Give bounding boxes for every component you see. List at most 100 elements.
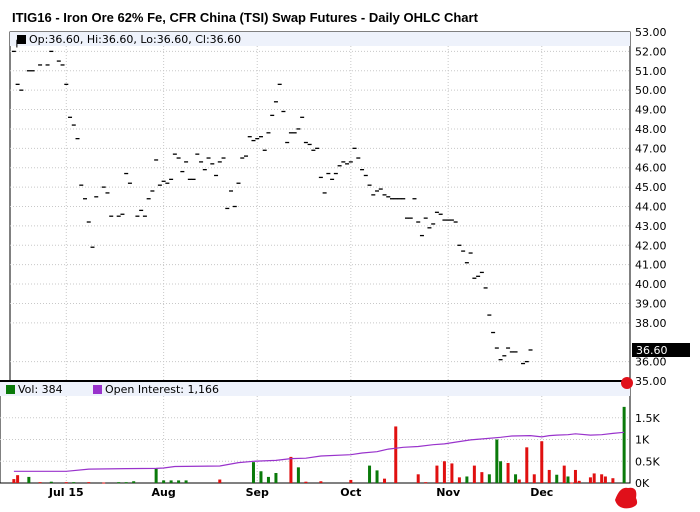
- volume-tick-label: 0K: [635, 477, 650, 490]
- volume-bar: [416, 474, 420, 483]
- volume-bar: [457, 477, 461, 483]
- volume-bar: [304, 481, 308, 483]
- volume-bar: [442, 461, 446, 483]
- volume-bar: [16, 475, 20, 483]
- ohlc-swatch: [17, 35, 26, 44]
- price-marks: [11, 39, 533, 365]
- volume-tick-label: 0.5K: [635, 455, 660, 468]
- price-tick-label: 40.00: [635, 278, 667, 291]
- volume-bar: [480, 472, 484, 483]
- price-tick-label: 52.00: [635, 45, 667, 58]
- x-tick-label: Oct: [340, 486, 361, 499]
- volume-tick-label: 1.5K: [635, 412, 660, 425]
- volume-bar: [296, 467, 300, 483]
- volume-bar: [218, 479, 222, 483]
- volume-bar: [319, 481, 323, 483]
- x-tick-label: Dec: [530, 486, 553, 499]
- volume-bar: [465, 476, 469, 483]
- volume-bar: [177, 480, 181, 483]
- volume-bar: [274, 472, 278, 483]
- volume-bar: [506, 462, 510, 483]
- volume-bar: [49, 481, 53, 483]
- ohlc-legend-band: [10, 32, 630, 46]
- x-tick-label: Aug: [152, 486, 176, 499]
- red-mascot-icon: [615, 377, 638, 509]
- volume-bar: [592, 473, 596, 483]
- volume-bar: [251, 462, 255, 483]
- volume-bar: [27, 476, 31, 483]
- volume-legend-text: Vol: 384: [18, 383, 63, 396]
- volume-bar: [570, 482, 574, 484]
- volume-bar: [588, 477, 592, 483]
- volume-bar: [38, 482, 42, 484]
- chart-title: ITIG16 - Iron Ore 62% Fe, CFR China (TSI…: [12, 10, 478, 25]
- price-tick-label: 43.00: [635, 220, 667, 233]
- volume-bar: [495, 439, 499, 483]
- price-tick-label: 36.00: [635, 356, 667, 369]
- price-tick-label: 49.00: [635, 104, 667, 117]
- volume-bar: [375, 470, 379, 483]
- volume-bar: [102, 482, 106, 484]
- last-price-label-bg: [632, 343, 690, 357]
- volume-bar: [573, 469, 577, 483]
- price-tick-label: 50.00: [635, 84, 667, 97]
- x-tick-label: Sep: [246, 486, 269, 499]
- volume-bar: [266, 476, 270, 483]
- volume-bar: [424, 482, 428, 484]
- open-interest-legend-text: Open Interest: 1,166: [105, 383, 219, 396]
- open-interest-swatch: [93, 385, 102, 394]
- last-price-label-text: 36.60: [636, 344, 668, 357]
- volume-panel: [0, 380, 631, 484]
- x-tick-label: Jul 15: [48, 486, 84, 499]
- volume-bar: [562, 465, 566, 483]
- volume-bar: [540, 441, 544, 483]
- price-tick-label: 38.00: [635, 317, 667, 330]
- price-tick-label: 47.00: [635, 142, 667, 155]
- volume-bar: [124, 482, 128, 484]
- price-tick-label: 41.00: [635, 259, 667, 272]
- volume-bar: [499, 461, 503, 483]
- volume-bar: [72, 482, 76, 484]
- volume-bar: [600, 474, 604, 483]
- volume-bar: [349, 479, 353, 483]
- volume-bar: [555, 474, 559, 483]
- volume-tick-label: 1K: [635, 434, 650, 447]
- volume-bar: [450, 463, 454, 483]
- volume-bar: [532, 474, 536, 483]
- price-tick-label: 45.00: [635, 181, 667, 194]
- volume-bar: [12, 479, 16, 483]
- price-y-axis: 35.00 36.00 38.00 39.00 40.00 41.00 42.00 43.00…: [635, 26, 667, 388]
- price-tick-label: 53.00: [635, 26, 667, 39]
- volume-bar: [525, 447, 529, 483]
- price-tick-label: 44.00: [635, 201, 667, 214]
- volume-bar: [383, 478, 387, 483]
- price-tick-label: 42.00: [635, 239, 667, 252]
- volume-bar: [132, 481, 136, 483]
- volume-bar: [487, 474, 491, 483]
- volume-bar: [64, 482, 68, 484]
- volume-bar: [622, 406, 626, 483]
- price-tick-label: 46.00: [635, 162, 667, 175]
- price-tick-label: 35.00: [635, 375, 667, 388]
- volume-legend-band: [0, 382, 630, 396]
- volume-bar: [603, 476, 607, 483]
- volume-bar: [514, 474, 518, 483]
- price-tick-label: 39.00: [635, 297, 667, 310]
- volume-bar: [611, 478, 615, 483]
- volume-swatch: [6, 385, 15, 394]
- price-gridlines: [10, 46, 630, 381]
- x-tick-label: Nov: [436, 486, 461, 499]
- volume-bar: [289, 456, 293, 483]
- volume-bar: [566, 476, 570, 483]
- volume-bar: [547, 469, 551, 483]
- volume-bar: [87, 482, 91, 484]
- volume-bar: [435, 465, 439, 483]
- price-tick-label: 48.00: [635, 123, 667, 136]
- price-tick-label: 51.00: [635, 65, 667, 78]
- volume-bar: [169, 480, 173, 483]
- volume-bar: [394, 426, 398, 483]
- volume-bar: [517, 479, 521, 483]
- volume-y-axis: 0K 0.5K 1K 1.5K: [635, 412, 660, 490]
- volume-bar: [162, 480, 166, 483]
